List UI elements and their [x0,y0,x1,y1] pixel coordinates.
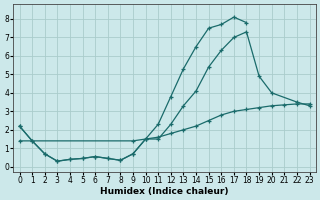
X-axis label: Humidex (Indice chaleur): Humidex (Indice chaleur) [100,187,229,196]
